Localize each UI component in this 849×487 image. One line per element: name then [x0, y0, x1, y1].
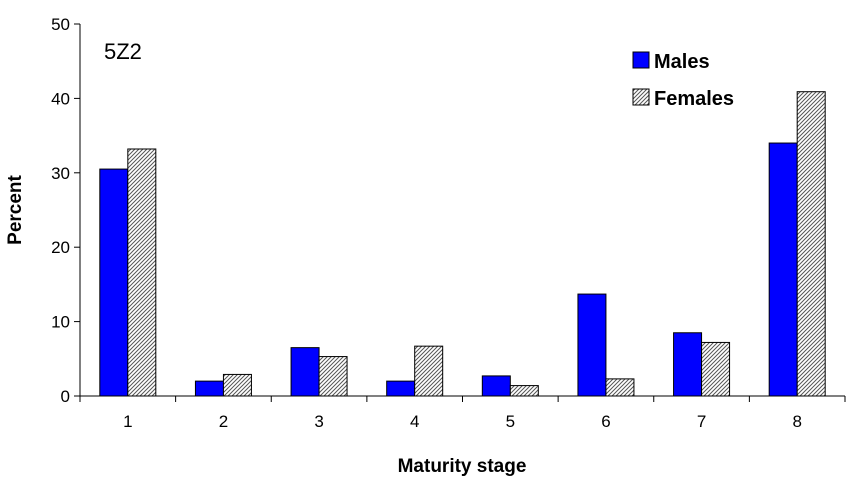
- legend: Males Females: [632, 51, 734, 110]
- bar-females-3: [318, 356, 348, 397]
- bar-females-4: [414, 345, 444, 397]
- y-tick-label: 30: [51, 164, 70, 183]
- bar-females-8: [796, 91, 826, 397]
- bar-females-2: [222, 373, 252, 397]
- x-tick-label: 1: [123, 412, 132, 431]
- bar-males-6: [577, 293, 607, 397]
- x-tick-label: 4: [410, 412, 419, 431]
- bar-females-7: [701, 341, 731, 397]
- bar-males-3: [290, 347, 320, 397]
- y-axis: 0 10 20 30 40 50: [51, 15, 81, 406]
- y-tick-label: 10: [51, 313, 70, 332]
- legend-swatch-males: [632, 51, 650, 69]
- bar-females-5: [509, 385, 539, 397]
- x-tick-label: 6: [601, 412, 610, 431]
- y-tick-label: 40: [51, 89, 70, 108]
- y-tick-label: 20: [51, 238, 70, 257]
- legend-swatch-females: [632, 88, 650, 106]
- bar-males-7: [673, 332, 703, 397]
- y-tick-label: 0: [61, 387, 70, 406]
- x-axis-title: Maturity stage: [398, 456, 527, 477]
- x-tick-label: 2: [219, 412, 228, 431]
- bars: [99, 91, 826, 397]
- y-axis-title: Percent: [5, 174, 26, 244]
- chart-annotation: 5Z2: [104, 39, 142, 64]
- bar-males-2: [194, 380, 224, 397]
- bar-females-6: [605, 378, 635, 397]
- bar-males-1: [99, 168, 129, 397]
- x-tick-label: 5: [506, 412, 515, 431]
- y-tick-label: 50: [51, 15, 70, 34]
- bar-females-1: [127, 148, 157, 397]
- legend-label-males: Males: [654, 51, 710, 73]
- x-tick-label: 3: [314, 412, 323, 431]
- x-tick-label: 8: [792, 412, 801, 431]
- legend-label-females: Females: [654, 88, 734, 110]
- bar-males-8: [768, 142, 798, 397]
- x-tick-label: 7: [697, 412, 706, 431]
- bar-males-5: [481, 375, 511, 397]
- x-axis: 1 2 3 4 5 6 7 8: [79, 395, 846, 431]
- bar-males-4: [386, 380, 416, 397]
